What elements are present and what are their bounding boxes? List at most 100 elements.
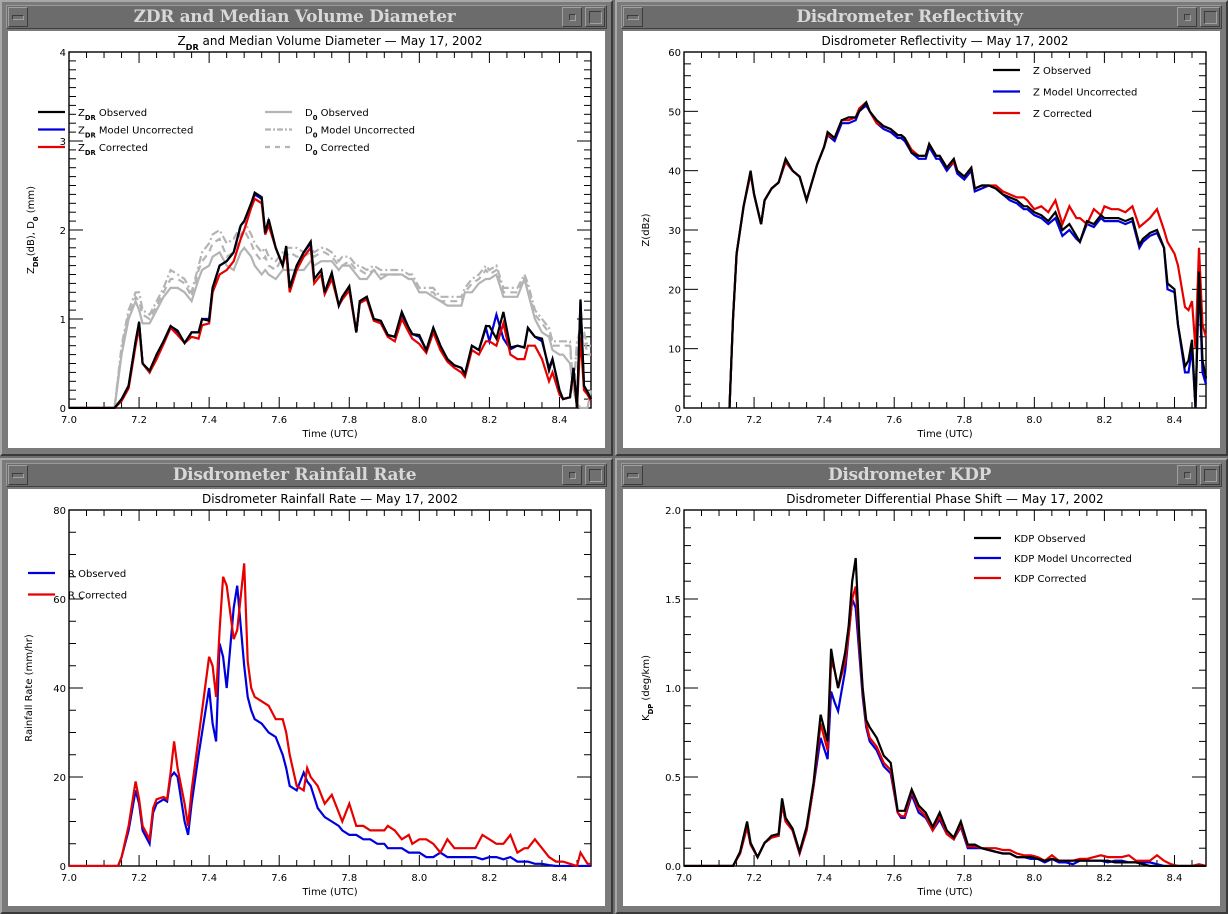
text-part: D [305, 108, 313, 119]
x-axis-label: Time (UTC) [301, 429, 357, 440]
y-tick-label: 1.0 [665, 684, 681, 695]
minimize-button[interactable] [1177, 7, 1197, 27]
text-part: (dB), D [26, 221, 37, 256]
maximize-button[interactable] [1200, 465, 1220, 485]
legend-label: D0 Observed [305, 108, 369, 122]
y-axis-label: Rainfall Rate (mm/hr) [24, 634, 35, 742]
window-titlebar[interactable]: Disdrometer KDP [621, 463, 1222, 487]
menu-icon [627, 473, 639, 478]
subscript: DR [32, 256, 40, 268]
maximize-icon [1204, 469, 1217, 482]
x-tick-label: 7.0 [61, 415, 77, 426]
maximize-button[interactable] [1200, 7, 1220, 27]
y-tick-label: 20 [53, 773, 66, 784]
window-reflectivity: Disdrometer Reflectivity Disdrometer Ref… [615, 0, 1228, 456]
series-line-d0-corrected [69, 227, 591, 409]
x-tick-label: 8.2 [481, 873, 497, 884]
x-tick-label: 7.4 [201, 415, 217, 426]
y-axis-label-group: Z(dBz) [641, 213, 652, 246]
x-tick-label: 7.2 [746, 415, 762, 426]
minimize-icon [569, 472, 576, 479]
subscript: 0 [313, 114, 318, 122]
subscript: 0 [313, 132, 318, 140]
chart-rainfall: Disdrometer Rainfall Rate — May 17, 2002… [24, 492, 592, 898]
series-line-z-observed [728, 100, 1208, 409]
maximize-button[interactable] [585, 7, 605, 27]
x-tick-label: 7.2 [746, 873, 762, 884]
x-tick-label: 7.8 [341, 415, 357, 426]
window-menu-button[interactable] [623, 465, 643, 485]
x-tick-label: 7.2 [131, 873, 147, 884]
maximize-icon [1204, 11, 1217, 24]
y-tick-label: 0.0 [665, 862, 681, 873]
text-part: Model Uncorrected [96, 126, 194, 137]
window-menu-button[interactable] [8, 465, 28, 485]
y-tick-label: 1.5 [665, 595, 681, 606]
series-line-d0-observed [69, 246, 593, 409]
window-kdp: Disdrometer KDP Disdrometer Differential… [615, 458, 1228, 914]
legend-label: Z Model Uncorrected [1033, 88, 1137, 99]
x-tick-label: 7.6 [271, 873, 287, 884]
x-tick-label: 7.0 [676, 415, 692, 426]
x-axis-label: Time (UTC) [916, 887, 972, 898]
series-line-kdp-observed [684, 557, 1206, 867]
y-axis-label: ZDR(dB), D0 (mm) [26, 186, 40, 274]
y-tick-label: 2 [60, 226, 66, 237]
y-tick-label: 2.0 [665, 506, 681, 517]
plot-frame [683, 51, 1207, 409]
y-tick-label: 0.5 [665, 773, 681, 784]
series-line-zdr-observed [69, 190, 592, 409]
text-part: Z [78, 143, 85, 154]
window-menu-button[interactable] [8, 7, 28, 27]
x-axis-label: Time (UTC) [301, 887, 357, 898]
maximize-button[interactable] [585, 465, 605, 485]
y-tick-label: 40 [53, 684, 66, 695]
y-tick-label: 1 [60, 315, 66, 326]
plot-area: ZDR and Median Volume Diameter — May 17,… [8, 31, 605, 448]
chart-kdp: Disdrometer Differential Phase Shift — M… [641, 492, 1207, 898]
subscript: DR [85, 132, 97, 140]
legend-label: KDP Model Uncorrected [1014, 554, 1132, 565]
subscript: DR [85, 114, 97, 122]
menu-icon [12, 15, 24, 20]
subscript: DP [647, 704, 655, 715]
x-tick-label: 7.8 [956, 873, 972, 884]
x-tick-label: 8.0 [1026, 873, 1042, 884]
x-tick-label: 8.4 [1167, 415, 1183, 426]
x-tick-label: 7.4 [816, 415, 832, 426]
maximize-icon [589, 11, 602, 24]
window-titlebar[interactable]: ZDR and Median Volume Diameter [6, 5, 607, 29]
text-part: Observed [317, 108, 368, 119]
x-tick-label: 7.6 [271, 415, 287, 426]
text-part: (mm) [26, 186, 37, 217]
minimize-button[interactable] [1177, 465, 1197, 485]
series-line-r-observed [69, 585, 591, 867]
x-tick-label: 8.4 [552, 415, 568, 426]
subscript: DR [186, 42, 200, 52]
y-axis-label-group: KDP (deg/km) [641, 655, 655, 721]
menu-icon [12, 473, 24, 478]
minimize-button[interactable] [562, 465, 582, 485]
plot-area: Disdrometer Differential Phase Shift — M… [623, 489, 1220, 906]
chart-title: Disdrometer Differential Phase Shift — M… [786, 492, 1103, 506]
y-axis-label: KDP (deg/km) [641, 655, 655, 721]
window-menu-button[interactable] [623, 7, 643, 27]
window-titlebar[interactable]: Disdrometer Rainfall Rate [6, 463, 607, 487]
text-part: Z [177, 34, 185, 48]
minimize-icon [1184, 472, 1191, 479]
minimize-button[interactable] [562, 7, 582, 27]
x-axis-label: Time (UTC) [916, 429, 972, 440]
window-titlebar[interactable]: Disdrometer Reflectivity [621, 5, 1222, 29]
series-line-z-corrected [728, 100, 1208, 409]
plot-area: Disdrometer Reflectivity — May 17, 2002 7… [623, 31, 1220, 448]
window-title: Disdrometer Rainfall Rate [172, 465, 417, 485]
legend-label: ZDR Observed [78, 108, 147, 122]
text-part: Z [78, 126, 85, 137]
chart-title: ZDR and Median Volume Diameter — May 17,… [177, 34, 482, 52]
text-part: Corrected [317, 143, 369, 154]
x-tick-label: 7.0 [676, 873, 692, 884]
plot-frame [68, 509, 592, 867]
chart-title: Disdrometer Rainfall Rate — May 17, 2002 [202, 492, 458, 506]
legend-label: KDP Observed [1014, 534, 1086, 545]
chart-reflectivity: Disdrometer Reflectivity — May 17, 2002 7… [641, 34, 1208, 440]
